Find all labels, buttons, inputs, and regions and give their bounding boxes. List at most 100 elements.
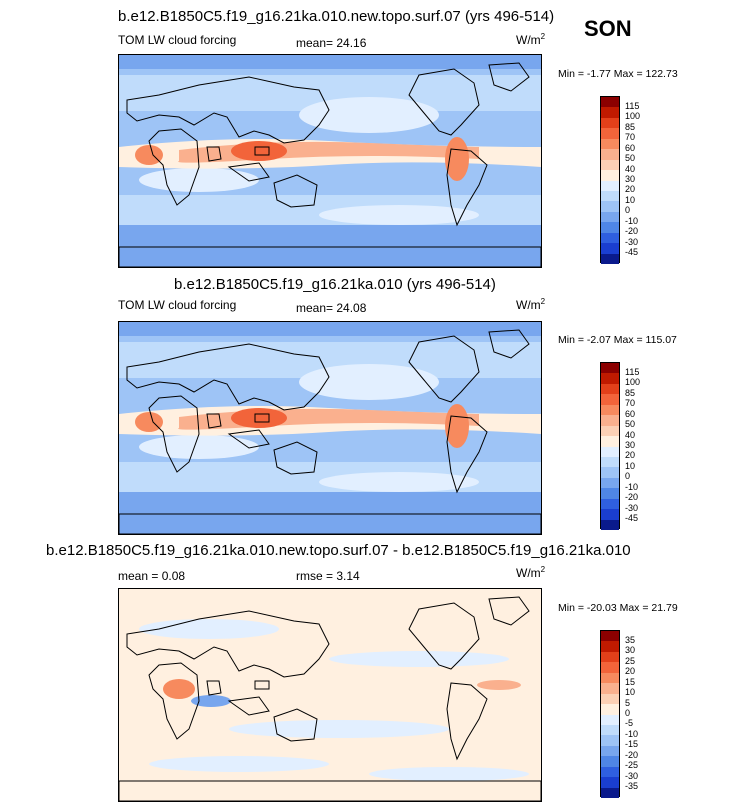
colorbar-swatch bbox=[601, 766, 619, 778]
colorbar-swatch bbox=[601, 232, 619, 244]
panel2-title: b.e12.B1850C5.f19_g16.21ka.010 (yrs 496-… bbox=[174, 276, 496, 293]
coastline bbox=[273, 441, 318, 475]
colorbar-swatch bbox=[601, 222, 619, 233]
colorbar-swatch bbox=[601, 477, 619, 489]
panel2-minmax: Min = -2.07 Max = 115.07 bbox=[558, 334, 677, 346]
panel1-units: W/m2 bbox=[516, 32, 546, 48]
colorbar-swatch bbox=[601, 777, 619, 788]
colorbar-tick-label: -20 bbox=[625, 749, 639, 760]
colorbar-swatch bbox=[601, 138, 619, 150]
colorbar-tick-label: 100 bbox=[625, 377, 641, 388]
colorbar-swatch bbox=[601, 745, 619, 757]
colorbar-swatch bbox=[601, 693, 619, 705]
colorbar-tick-label: 30 bbox=[625, 645, 636, 656]
colorbar-tick-label: 10 bbox=[625, 460, 636, 471]
panel1-mean: mean= 24.16 bbox=[296, 36, 367, 50]
colorbar-tick-label: 10 bbox=[625, 687, 636, 698]
colorbar-tick-label: 0 bbox=[625, 205, 631, 216]
colorbar-tick-label: 35 bbox=[625, 634, 636, 645]
colorbar-swatch bbox=[601, 641, 619, 652]
coastline bbox=[408, 68, 480, 136]
coastline bbox=[148, 662, 200, 740]
colorbar-swatch bbox=[601, 724, 619, 736]
coastline bbox=[227, 696, 270, 716]
colorbar-tick-label: -10 bbox=[625, 728, 639, 739]
colorbar-swatch bbox=[601, 363, 619, 374]
coastline bbox=[446, 148, 488, 227]
panel3-minmax: Min = -20.03 Max = 21.79 bbox=[558, 602, 678, 614]
season-label: SON bbox=[584, 16, 632, 41]
colorbar-swatch bbox=[601, 243, 619, 254]
panel2-subtitle: TOM LW cloud forcing bbox=[118, 298, 237, 312]
coastline bbox=[254, 413, 270, 423]
colorbar-tick-label: 20 bbox=[625, 666, 636, 677]
panel1-title: b.e12.B1850C5.f19_g16.21ka.010.new.topo.… bbox=[118, 8, 555, 25]
colorbar-tick-label: 50 bbox=[625, 153, 636, 164]
colorbar-tick-label: 115 bbox=[625, 100, 640, 111]
colorbar-tick-label: -30 bbox=[625, 770, 639, 781]
colorbar-tick-label: -5 bbox=[625, 718, 634, 729]
coastline bbox=[126, 610, 330, 678]
colorbar-tick-label: 85 bbox=[625, 387, 636, 398]
colorbar-tick-label: -45 bbox=[625, 247, 639, 258]
colorbar-swatch bbox=[601, 509, 619, 520]
panel3-rmse: rmse = 3.14 bbox=[296, 569, 360, 583]
colorbar-tick-label: 40 bbox=[625, 163, 636, 174]
panel3-units: W/m2 bbox=[516, 565, 546, 581]
colorbar-tick-label: -30 bbox=[625, 236, 639, 247]
colorbar-swatch bbox=[601, 383, 619, 395]
colorbar-tick-label: 10 bbox=[625, 194, 636, 205]
coastline bbox=[227, 162, 270, 182]
colorbar-tick-label: -10 bbox=[625, 481, 639, 492]
colorbar-tick-label: 85 bbox=[625, 121, 636, 132]
colorbar-tick-label: 70 bbox=[625, 132, 636, 143]
colorbar-swatch bbox=[601, 170, 619, 181]
colorbar-swatch bbox=[601, 467, 619, 478]
coastline bbox=[488, 329, 530, 359]
coastline bbox=[488, 62, 530, 92]
coastline bbox=[206, 413, 222, 429]
coastline bbox=[119, 246, 541, 267]
colorbar-swatch bbox=[601, 704, 619, 715]
colorbar-tick-label: 30 bbox=[625, 440, 636, 450]
panel1-subtitle: TOM LW cloud forcing bbox=[118, 33, 237, 47]
colorbar-swatch bbox=[601, 787, 619, 798]
colorbar-swatch bbox=[601, 735, 619, 746]
colorbar-swatch bbox=[601, 488, 619, 499]
colorbar-swatch bbox=[601, 651, 619, 663]
colorbar-swatch bbox=[601, 446, 619, 457]
coastline bbox=[488, 596, 530, 626]
coastline bbox=[206, 680, 222, 696]
colorbar-tick-label: 25 bbox=[625, 655, 636, 666]
colorbar-swatch bbox=[601, 253, 619, 264]
colorbar-tick-label: -30 bbox=[625, 502, 639, 513]
panel3-map bbox=[118, 588, 542, 802]
colorbar-swatch bbox=[601, 672, 619, 684]
colorbar-tick-label: 5 bbox=[625, 697, 631, 708]
coastline bbox=[446, 682, 488, 761]
colorbar-tick-label: 20 bbox=[625, 450, 636, 461]
colorbar-swatch bbox=[601, 128, 619, 139]
panel2-mean: mean= 24.08 bbox=[296, 301, 367, 315]
panel1-map bbox=[118, 54, 542, 268]
panel3-mean: mean = 0.08 bbox=[118, 569, 186, 583]
colorbar-swatches bbox=[600, 362, 620, 530]
colorbar-swatch bbox=[601, 149, 619, 160]
coastline bbox=[273, 708, 318, 742]
colorbar-tick-label: 70 bbox=[625, 398, 636, 409]
panel3-title: b.e12.B1850C5.f19_g16.21ka.010.new.topo.… bbox=[46, 542, 631, 559]
colorbar-swatch bbox=[601, 97, 619, 108]
coastline bbox=[408, 602, 480, 670]
panel2-units: W/m2 bbox=[516, 297, 546, 313]
colorbar-swatch bbox=[601, 498, 619, 510]
colorbar-swatch bbox=[601, 519, 619, 530]
coastline bbox=[273, 174, 318, 208]
colorbar-swatch bbox=[601, 180, 619, 191]
colorbar-tick-label: -35 bbox=[625, 781, 639, 792]
colorbar-tick-label: -15 bbox=[625, 739, 639, 750]
colorbar-tick-label: 50 bbox=[625, 419, 636, 430]
colorbar-swatch bbox=[601, 117, 619, 129]
coastline bbox=[126, 343, 330, 411]
colorbar-swatch bbox=[601, 456, 619, 468]
colorbar-tick-label: -20 bbox=[625, 492, 639, 503]
